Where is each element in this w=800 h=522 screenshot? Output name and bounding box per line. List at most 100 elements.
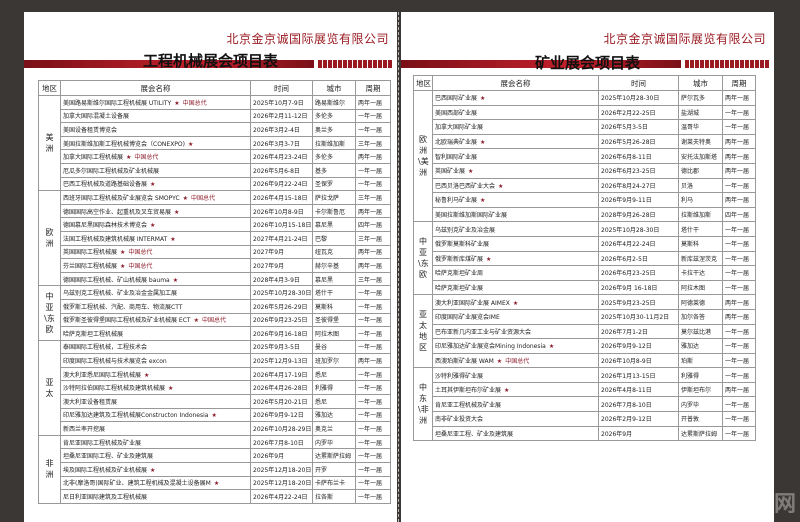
star-icon: ★ <box>504 387 510 395</box>
date-cell: 2026年9月16-18日 <box>250 326 313 341</box>
exhibition-name-text: 巴西工程机械及道路基础设备展 <box>63 181 148 189</box>
table-row: 加拿大国际工程机械展 ★ 中国总代 2026年4月23-24日 多伦多 两年一届 <box>39 149 391 164</box>
date-cell: 2026年5月26-29日 <box>250 298 313 314</box>
table-row: 坦桑尼亚工程、矿业及建筑展 2026年9月 达累斯萨拉姆 一年一届 <box>414 425 756 442</box>
city-cell: 阿拉木图 <box>312 326 356 341</box>
exhibition-name-text: 埃及国际工程机械及矿业机械展 <box>63 466 148 474</box>
exhibition-name: 乌兹别克矿业及冶金展 <box>432 221 599 237</box>
period-cell: 三年一届 <box>355 271 391 287</box>
period-cell: 两年一届 <box>722 308 756 325</box>
exhibition-name-text: 澳大利亚设备租赁展 <box>63 398 118 406</box>
star-icon: ★ <box>120 262 126 270</box>
table-row: 中亚\东欧 乌兹别克矿业及冶金展 2025年10月28-30日 塔什干 一年一届 <box>413 221 756 296</box>
exhibition-name-text: 英国矿业展 <box>435 168 466 176</box>
exhibition-name: 澳大利亚国际矿业展 AIMEX ★ <box>432 294 599 310</box>
exhibition-name-text: 北欧瑞典矿业展 <box>435 139 478 147</box>
exhibition-name-text: 沙特阿拉伯国际工程机械及建筑机械展 <box>63 385 166 393</box>
city-cell: 开罗 <box>312 462 356 477</box>
city-cell: 曼谷 <box>312 339 356 355</box>
date-cell: 2025年9月3-5日 <box>250 339 313 355</box>
date-cell: 2025年10月28-30日 <box>598 90 679 106</box>
period-cell: 两年一届 <box>355 258 391 273</box>
table-row: 德国慕尼黑国际森林技术博览会 ★ 2026年10月15-18日 慕尼黑 四年一届 <box>39 217 391 232</box>
date-cell: 2026年3月2-4日 <box>250 122 313 137</box>
period-cell: 一年一届 <box>355 475 391 491</box>
table-row: 哈萨克斯坦工程机械展 2026年9月16-18日 阿拉木图 一年一届 <box>39 326 391 341</box>
exhibition-name-text: 澳大利亚国际矿业展 AIMEX <box>435 299 510 307</box>
table-row: 印尼雅加达建筑及工程机械展Constructon Indonesia ★ 2026年… <box>39 407 391 423</box>
city-cell: 卡拉干达 <box>678 265 723 281</box>
period-cell: 一年一届 <box>722 411 756 427</box>
exhibition-name: 北非(摩洛哥)国际矿业、建筑工程机械及混凝土设备展M ★ <box>60 475 251 491</box>
table-row: 哈萨克斯坦矿业周 2026年6月23-25日 卡拉干达 一年一届 <box>414 265 756 281</box>
star-icon: ★ <box>193 317 199 325</box>
date-cell: 2027年9月 <box>250 258 313 273</box>
table-row: 英国国际工程机械展 ★ 中国总代 2027年9月 纽瓦克 两年一届 <box>39 244 391 260</box>
header-bar <box>401 60 681 68</box>
exhibition-name-text: 德国国际工程机械、矿山机械展 bauma <box>63 276 170 284</box>
table-row: 法国工程机械及建筑机械展 INTERMAT ★ 2027年4月21-24日 巴黎 三年一… <box>39 230 391 246</box>
date-cell: 2026年9月 <box>250 448 313 464</box>
star-icon: ★ <box>498 182 504 190</box>
table-row: 德国国际高空作业、起重机及叉车贸易展 ★ 2026年10月8-9日 卡尔斯鲁厄 两年一届 <box>39 203 391 219</box>
date-cell: 2026年8月24-27日 <box>598 177 679 194</box>
period-cell: 一年一届 <box>355 122 391 137</box>
exhibition-name-text: 印度国际矿业展览会IME <box>435 314 500 322</box>
exhibition-name-text: 巴布亚新几内亚工业与矿业资源大会 <box>435 328 532 336</box>
exhibition-name: 澳大利亚悉尼国际工程机械展 ★ <box>60 366 251 382</box>
date-cell: 2026年3月3-7日 <box>250 135 313 151</box>
star-icon: ★ <box>172 276 179 284</box>
table-row: 俄罗斯工程机械、汽配、商用车、物流展CTT 2026年5月26-29日 莫斯科 一年一… <box>39 298 391 314</box>
city-cell: 珀斯 <box>678 352 723 369</box>
table-row: 巴布亚新几内亚工业与矿业资源大会 2026年7月1-2日 莫尔兹比港 一年一届 <box>414 323 756 340</box>
exhibition-name-text: 俄罗斯新库煤矿展 <box>435 255 484 263</box>
period-cell: 一年一届 <box>355 339 391 355</box>
table-row: 美洲 美国路易斯维尔国际工程机械展 UTILITY ★ 中国总代 2025年10月7-9… <box>38 94 391 192</box>
table-row: 南非矿业投资大会 2026年2月9-12日 开普敦 一年一届 <box>414 411 756 427</box>
col-time: 时间 <box>598 75 679 91</box>
header-blocks <box>685 60 769 68</box>
exhibition-name: 北欧瑞典矿业展 ★ <box>432 133 599 150</box>
star-icon: ★ <box>548 343 555 351</box>
city-cell: 莫斯科 <box>312 298 356 314</box>
table-row: 印度国际工程机械与技术展览会 excon 2025年12月9-13日 班加罗尔 两年一… <box>39 353 391 368</box>
date-cell: 2026年5月26-28日 <box>598 133 679 150</box>
table-row: 厄瓜多尔国际工程机械及矿业机械展 2026年5月6-8日 基多 一年一届 <box>39 162 391 178</box>
period-cell: 一年一届 <box>722 279 756 296</box>
page-fold <box>398 12 399 522</box>
period-cell: 一年一届 <box>722 119 756 135</box>
date-cell: 2028年9月26-28日 <box>598 206 679 223</box>
star-icon: ★ <box>120 249 126 257</box>
star-icon: ★ <box>182 194 189 202</box>
table-row: 俄罗斯莫斯科矿业展 2026年4月22-24日 莫斯科 一年一届 <box>414 235 756 252</box>
table-row: 德国国际工程机械、矿山机械展 bauma ★ 2028年4月3-9日 慕尼黑 三年一届 <box>39 271 391 287</box>
date-cell: 2025年10月30-11月2日 <box>598 308 679 325</box>
period-cell: 三年一届 <box>355 230 391 246</box>
date-cell: 2027年9月 <box>250 244 313 260</box>
exhibition-name: 肯尼亚国际工程机械及矿业展 <box>60 434 251 450</box>
col-name: 展会名称 <box>60 80 251 96</box>
period-cell: 两年一届 <box>355 244 391 260</box>
exhibition-name: 西班牙国际工程机械及矿业展览会 SMOPYC ★ 中国总代 <box>60 190 251 205</box>
city-cell: 慕尼黑 <box>312 271 356 287</box>
period-cell: 一年一届 <box>722 250 756 267</box>
table-row: 西澳珀斯矿业展 WAM ★ 中国总代 2026年10月8-9日 珀斯 一年一届 <box>414 352 756 369</box>
period-cell: 两年一届 <box>722 133 756 150</box>
period-cell: 一年一届 <box>355 448 391 464</box>
exhibition-name: 芬兰国际工程机械展 ★ 中国总代 <box>60 258 251 273</box>
col-period: 周期 <box>355 80 391 96</box>
city-cell: 卡萨布兰卡 <box>312 475 356 491</box>
exhibition-name: 新西兰率开挖展 <box>60 421 251 436</box>
china-agent-badge: 中国总代 <box>191 194 216 202</box>
star-icon: ★ <box>150 466 156 474</box>
exhibition-name-text: 美国设备租赁博览会 <box>63 126 118 134</box>
region-cell: 非洲 <box>38 434 61 504</box>
company-name: 北京金京诚国际展览有限公司 <box>226 32 389 46</box>
date-cell: 2026年5月20-21日 <box>250 394 313 409</box>
table-row: 英国矿业展 ★ 2026年6月23-25日 德比郡 两年一届 <box>414 162 756 179</box>
city-cell: 内罗毕 <box>312 434 356 450</box>
exhibition-name: 澳大利亚设备租赁展 <box>60 394 251 409</box>
exhibition-name-text: 沙特利雅得矿业展 <box>435 372 484 380</box>
city-cell: 安托法加斯塔 <box>678 148 723 164</box>
region-cell: 美洲 <box>38 94 61 192</box>
